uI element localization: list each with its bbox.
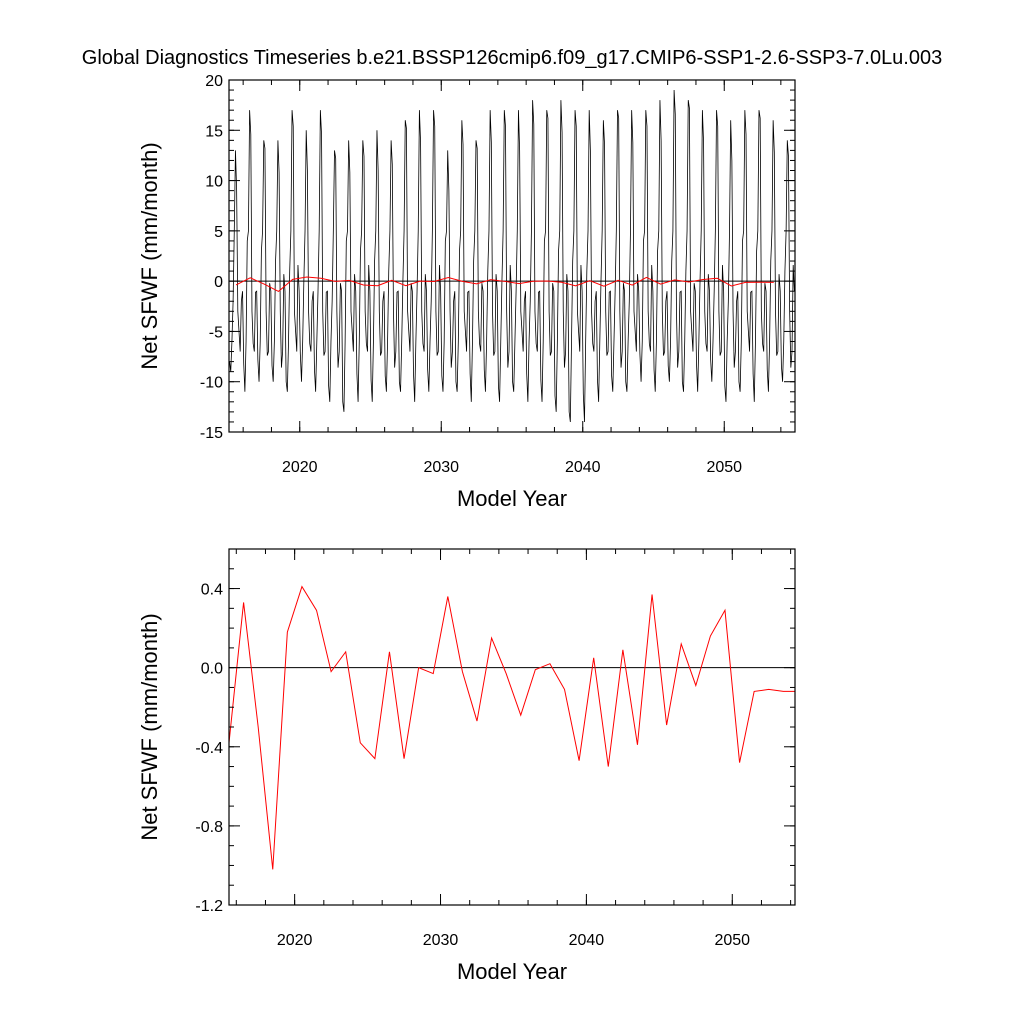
x-tick-label: 2050 bbox=[706, 459, 742, 476]
figure-title: Global Diagnostics Timeseries b.e21.BSSP… bbox=[82, 47, 942, 69]
y-tick-label: -1.2 bbox=[195, 898, 223, 915]
annual-mean-series-line bbox=[229, 585, 795, 870]
x-tick-label: 2020 bbox=[277, 932, 313, 949]
x-tick-label: 2030 bbox=[423, 459, 459, 476]
x-axis-label: Model Year bbox=[457, 486, 567, 511]
y-tick-label: 5 bbox=[214, 224, 223, 241]
y-tick-label: -10 bbox=[200, 375, 223, 392]
y-tick-label: -0.8 bbox=[195, 819, 223, 836]
x-axis-label: Model Year bbox=[457, 959, 567, 984]
y-tick-label: 15 bbox=[205, 123, 223, 140]
y-tick-label: 10 bbox=[205, 174, 223, 191]
bottom-annual-mean-panel: -1.2 -0.8 -0.4 0.0 0.4 2020 2030 2040 2050 Model … bbox=[137, 548, 796, 984]
monthly-series-line bbox=[229, 90, 795, 422]
x-tick-label: 2040 bbox=[565, 459, 601, 476]
y-tick-label: 0 bbox=[214, 274, 223, 291]
annual-mean-series-line bbox=[235, 276, 774, 292]
y-tick-label: -15 bbox=[200, 425, 223, 442]
x-tick-label: 2050 bbox=[714, 932, 750, 949]
y-axis-label: Net SFWF (mm/month) bbox=[137, 613, 162, 840]
y-tick-label: -5 bbox=[209, 324, 223, 341]
x-tick-label: 2020 bbox=[282, 459, 318, 476]
x-tick-label: 2030 bbox=[423, 932, 459, 949]
y-tick-label: -0.4 bbox=[195, 740, 223, 757]
y-tick-label: 20 bbox=[205, 73, 223, 90]
x-tick-label: 2040 bbox=[569, 932, 605, 949]
y-axis-label: Net SFWF (mm/month) bbox=[137, 142, 162, 369]
plot-frame bbox=[228, 79, 796, 433]
y-tick-label: 0.0 bbox=[201, 661, 223, 678]
plot-frame bbox=[228, 548, 796, 906]
y-tick-label: 0.4 bbox=[201, 582, 223, 599]
